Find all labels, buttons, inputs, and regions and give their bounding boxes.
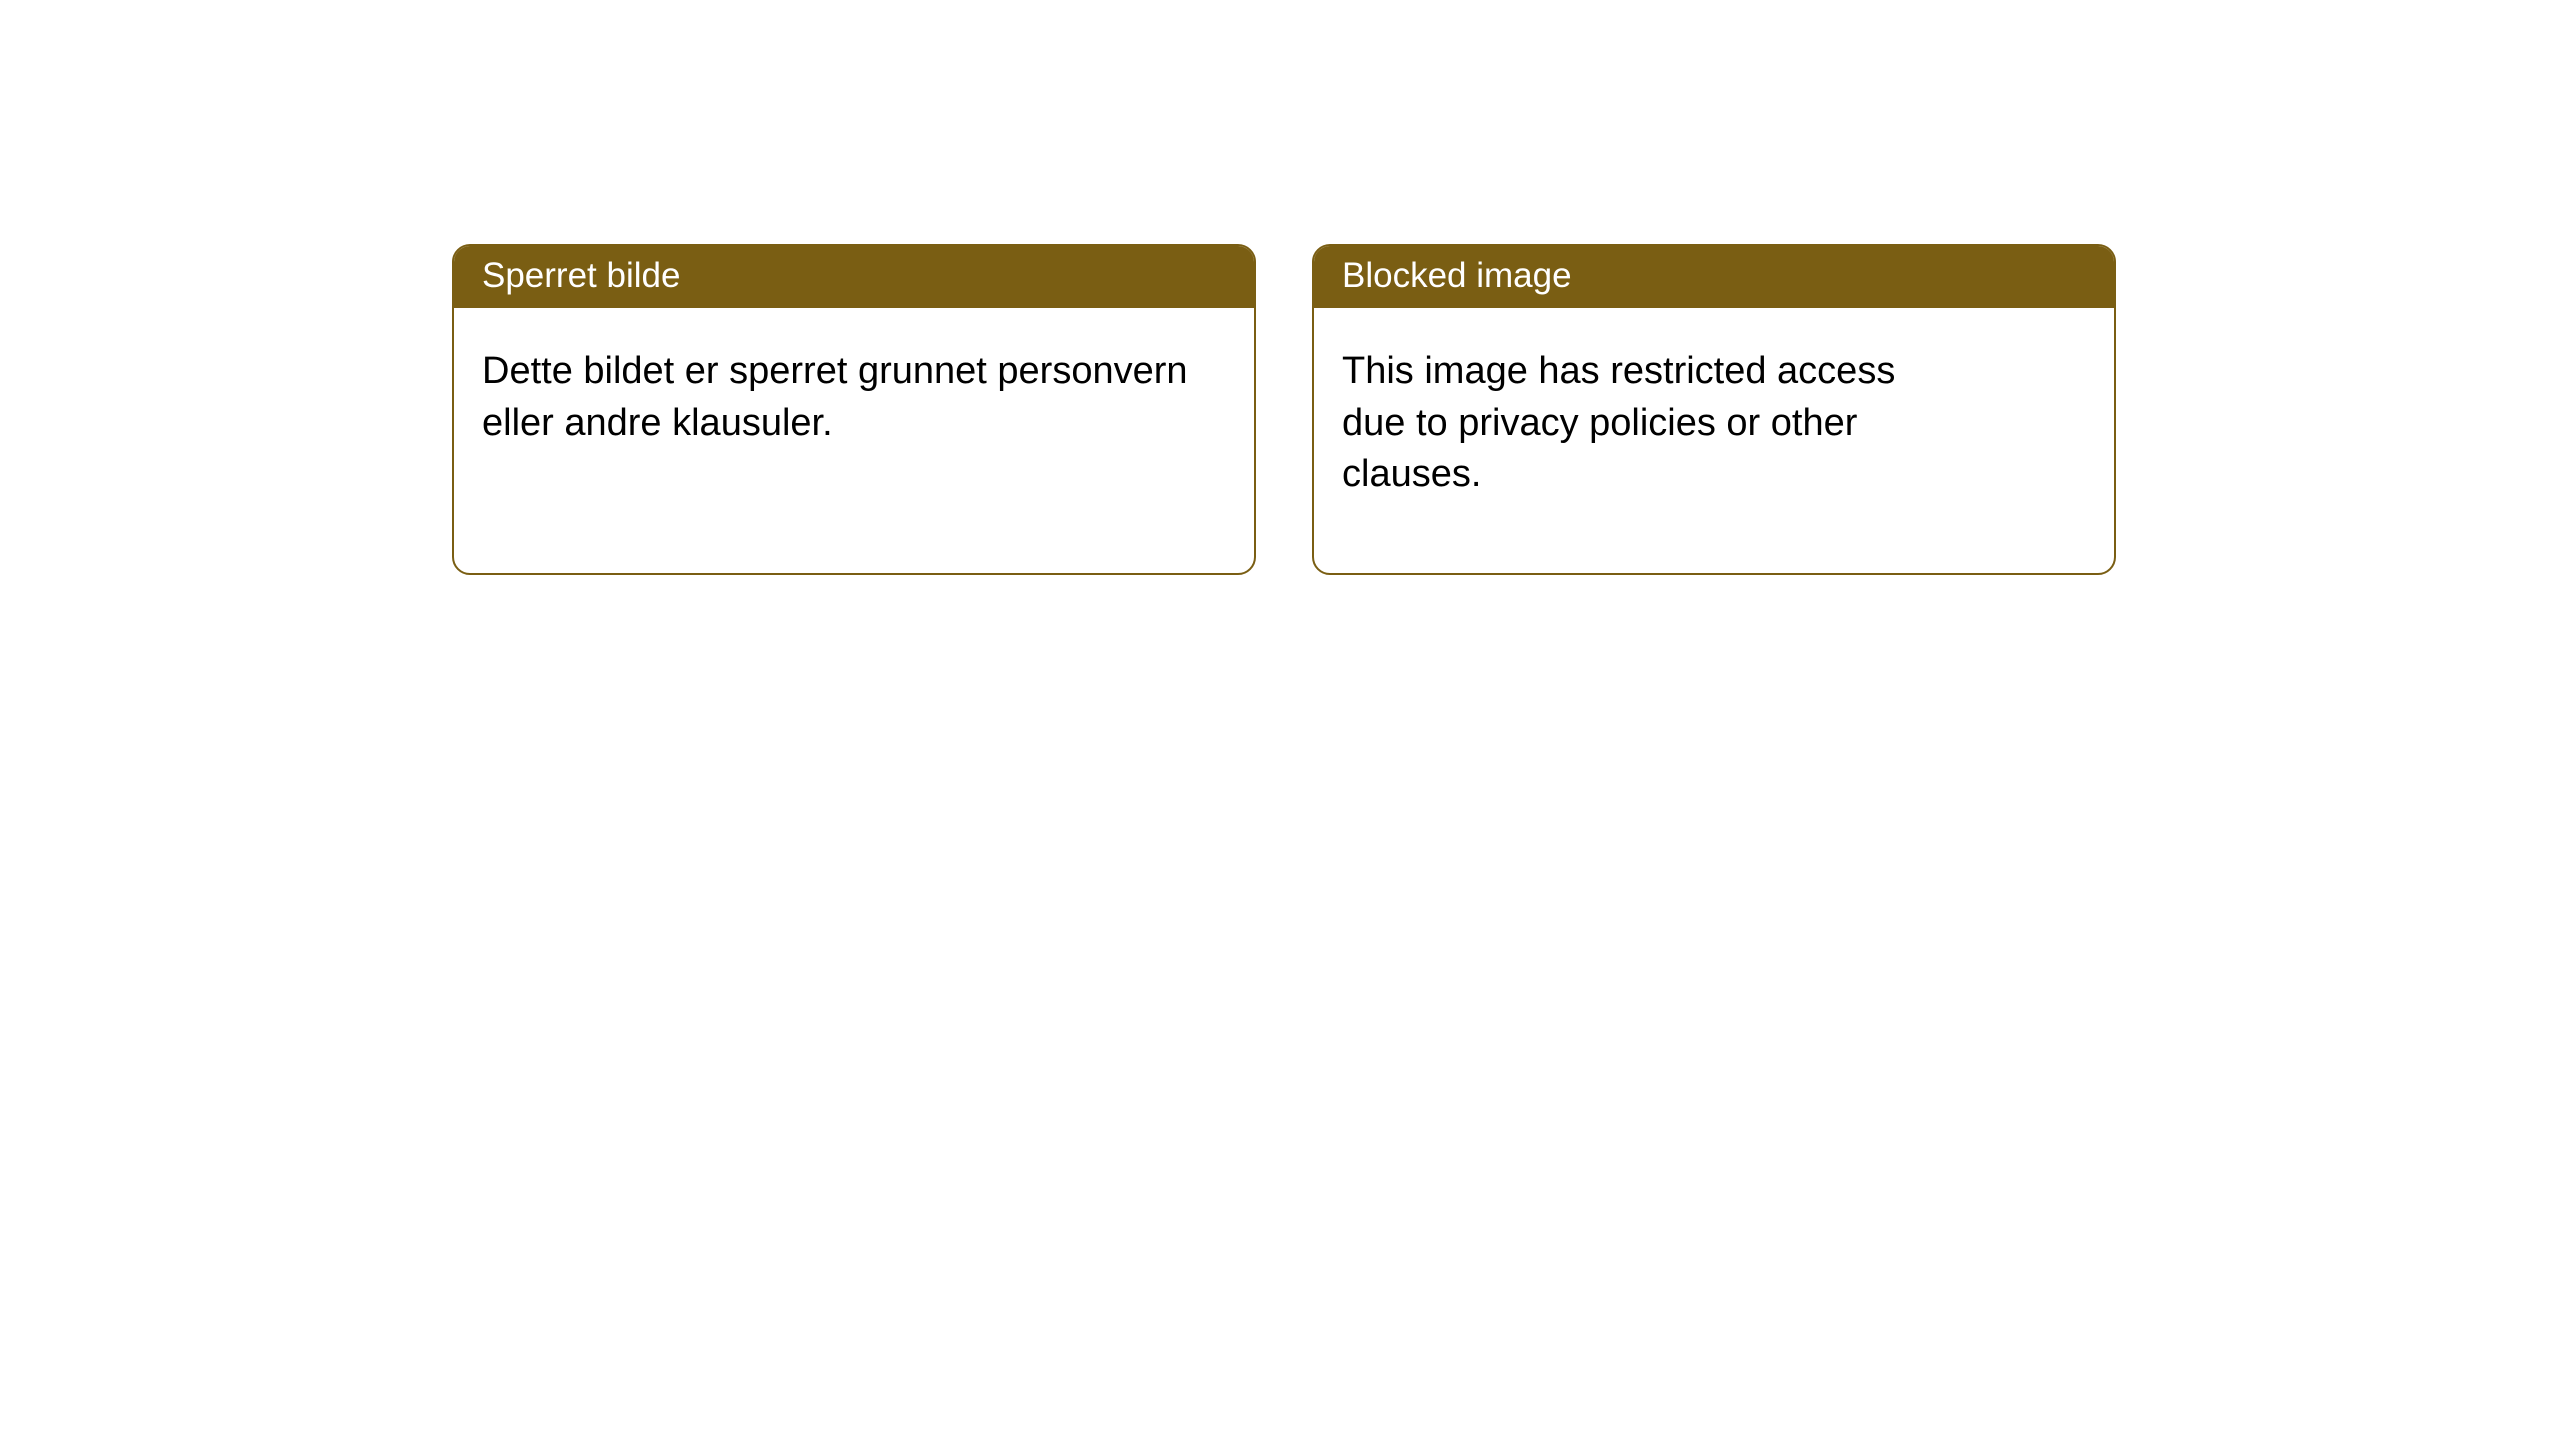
notice-body-norwegian: Dette bildet er sperret grunnet personve… xyxy=(454,308,1254,521)
notice-container: Sperret bilde Dette bildet er sperret gr… xyxy=(0,0,2560,575)
notice-header-norwegian: Sperret bilde xyxy=(454,246,1254,308)
notice-box-norwegian: Sperret bilde Dette bildet er sperret gr… xyxy=(452,244,1256,575)
notice-body-english: This image has restricted access due to … xyxy=(1314,308,1974,573)
notice-header-english: Blocked image xyxy=(1314,246,2114,308)
notice-box-english: Blocked image This image has restricted … xyxy=(1312,244,2116,575)
